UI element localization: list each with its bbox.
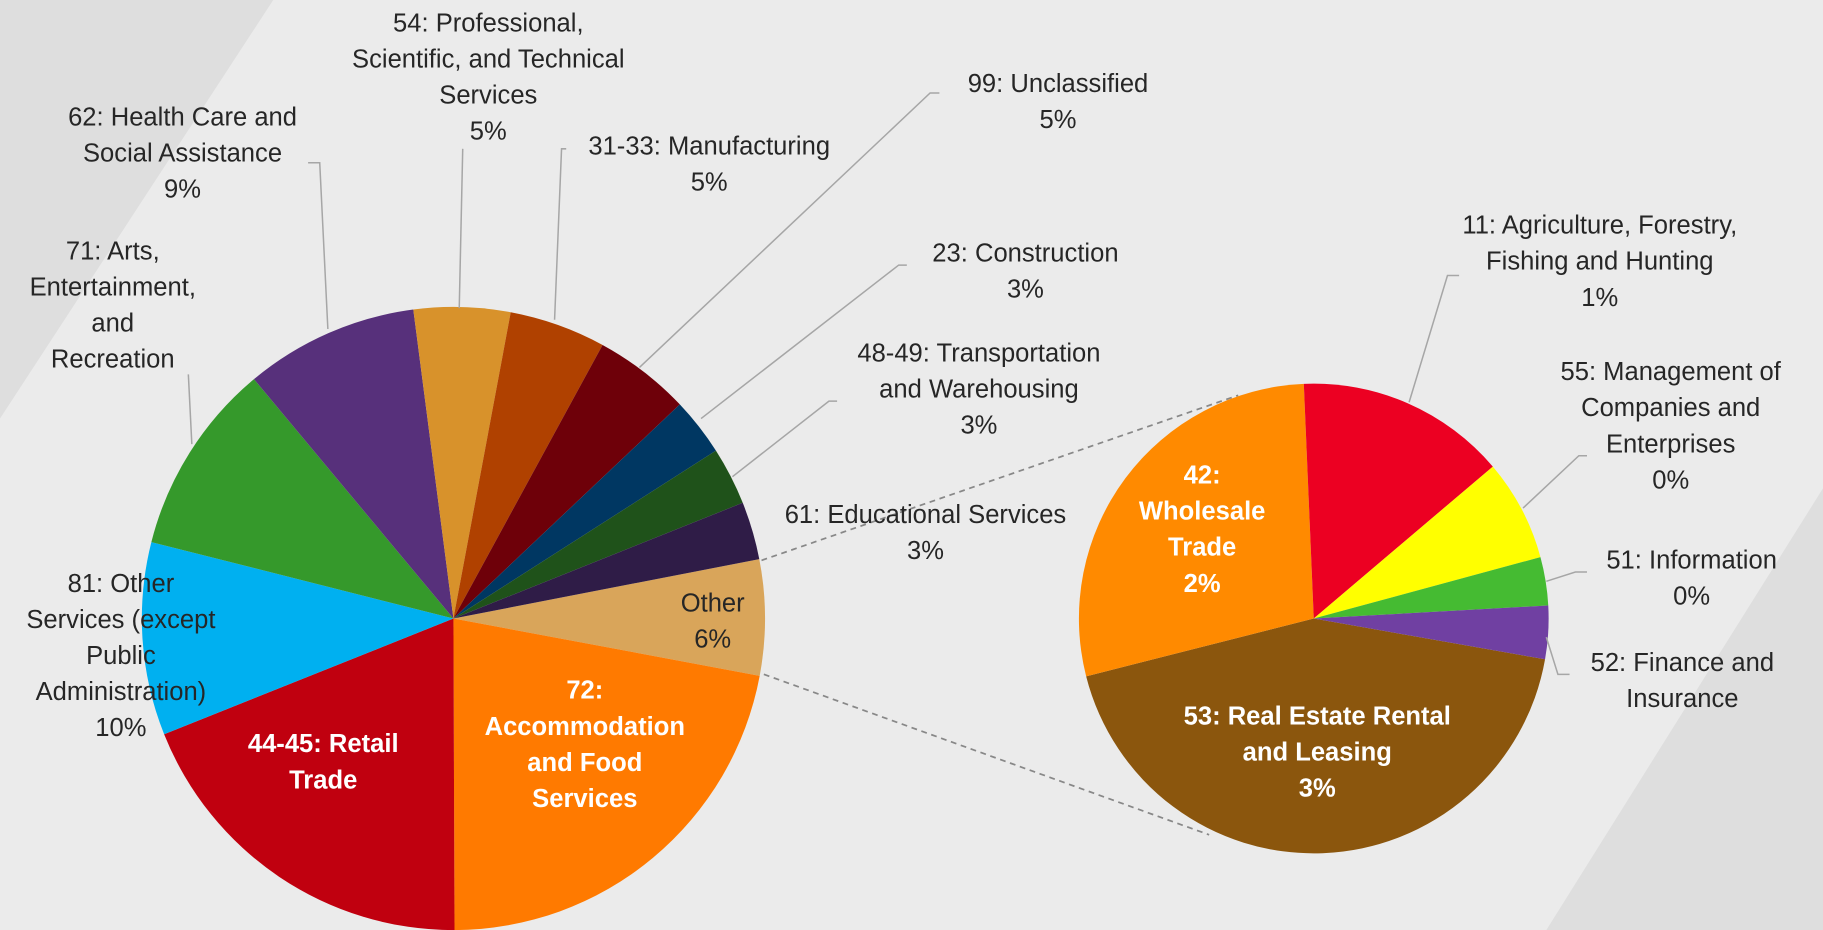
pie-slice bbox=[141, 542, 454, 735]
slice-label: 71: Arts, Entertainment, and Recreation bbox=[30, 233, 196, 377]
slice-label: 42: Wholesale Trade 2% bbox=[1139, 457, 1266, 601]
leader-line bbox=[458, 148, 464, 309]
pie-slice bbox=[1313, 557, 1549, 619]
leader-line bbox=[1545, 636, 1570, 676]
slice-label: 61: Educational Services 3% bbox=[785, 496, 1067, 568]
pie-slice bbox=[413, 306, 511, 619]
slice-category: 62: Health Care and Social Assistance bbox=[68, 102, 297, 168]
leader-line bbox=[1522, 454, 1587, 509]
slice-category: 81: Other Services (except Public Admini… bbox=[26, 568, 216, 706]
pie-slice bbox=[453, 559, 766, 676]
slice-percent: 1% bbox=[1581, 282, 1619, 312]
connector-line bbox=[763, 673, 1210, 836]
slice-percent: 10% bbox=[95, 712, 147, 742]
slice-percent: 5% bbox=[469, 116, 507, 146]
slice-label: 23: Construction 3% bbox=[932, 235, 1118, 307]
slice-category: 44-45: Retail Trade bbox=[247, 728, 399, 795]
leader-line bbox=[308, 162, 329, 330]
slice-label: 54: Professional, Scientific, and Techni… bbox=[352, 5, 625, 149]
slice-percent: 0% bbox=[1673, 581, 1711, 611]
slice-percent: 9% bbox=[164, 174, 202, 204]
slice-label: 99: Unclassified 5% bbox=[968, 65, 1149, 137]
pie-slice bbox=[1078, 383, 1314, 677]
slice-label: 53: Real Estate Rental and Leasing 3% bbox=[1184, 698, 1451, 806]
slice-percent: 2% bbox=[1183, 568, 1221, 598]
slice-category: 53: Real Estate Rental and Leasing bbox=[1183, 701, 1451, 767]
pie-slice bbox=[1086, 618, 1546, 854]
slice-percent: 3% bbox=[906, 535, 944, 566]
slice-label: Other 6% bbox=[681, 585, 745, 657]
slice-category: 61: Educational Services bbox=[784, 499, 1067, 529]
pie-slice bbox=[453, 450, 743, 619]
slice-label: 48-49: Transportation and Warehousing 3% bbox=[857, 335, 1100, 443]
leader-line bbox=[1408, 274, 1460, 403]
slice-label: 51: Information 0% bbox=[1606, 542, 1777, 614]
slice-label: 81: Other Services (except Public Admini… bbox=[26, 565, 215, 745]
pie-slice bbox=[1313, 605, 1549, 660]
slice-category: 31-33: Manufacturing bbox=[588, 131, 831, 161]
pie-slice bbox=[253, 309, 454, 619]
pie-slice bbox=[453, 618, 760, 930]
slice-percent: 5% bbox=[690, 167, 728, 197]
leader-line bbox=[553, 148, 567, 320]
pie-slice bbox=[453, 404, 716, 619]
slice-label: 31-33: Manufacturing 5% bbox=[588, 128, 830, 200]
slice-category: 71: Arts, Entertainment, and Recreation bbox=[29, 236, 196, 374]
slice-label: 62: Health Care and Social Assistance 9% bbox=[68, 99, 297, 207]
leader-line bbox=[700, 264, 907, 420]
slice-category: 51: Information bbox=[1606, 545, 1777, 575]
slice-label: 52: Finance and Insurance bbox=[1591, 644, 1774, 716]
slice-percent: 5% bbox=[1039, 104, 1077, 134]
pie-slice bbox=[1313, 466, 1541, 619]
pie-slice bbox=[1303, 383, 1493, 619]
slice-category: 54: Professional, Scientific, and Techni… bbox=[352, 8, 625, 110]
pie-slice bbox=[453, 312, 603, 619]
pie-slice bbox=[453, 344, 680, 619]
slice-category: 55: Management of Companies and Enterpri… bbox=[1560, 356, 1781, 459]
slice-category: 23: Construction bbox=[932, 238, 1119, 268]
slice-percent: 3% bbox=[1006, 274, 1044, 304]
slice-label: 55: Management of Companies and Enterpri… bbox=[1560, 353, 1780, 497]
slice-label: 72: Accommodation and Food Services bbox=[485, 672, 685, 816]
pie-slice bbox=[164, 618, 455, 930]
pie-slice bbox=[453, 502, 760, 619]
leader-line bbox=[1546, 571, 1587, 583]
slice-percent: 0% bbox=[1652, 465, 1690, 495]
slice-category: Other bbox=[680, 588, 745, 618]
slice-category: 52: Finance and Insurance bbox=[1590, 647, 1775, 713]
pie-slice bbox=[151, 379, 454, 619]
slice-category: 48-49: Transportation and Warehousing bbox=[857, 338, 1101, 404]
slice-percent: 3% bbox=[960, 410, 998, 440]
connector-line bbox=[761, 394, 1239, 562]
leader-line bbox=[638, 92, 940, 368]
slice-category: 72: Accommodation and Food Services bbox=[484, 675, 685, 813]
slice-category: 99: Unclassified bbox=[967, 68, 1149, 98]
slice-percent: 6% bbox=[694, 624, 732, 654]
slice-label: 44-45: Retail Trade bbox=[248, 725, 399, 797]
slice-category: 11: Agriculture, Forestry, Fishing and H… bbox=[1462, 210, 1738, 276]
slice-category: 42: Wholesale Trade bbox=[1138, 460, 1266, 562]
slice-label: 11: Agriculture, Forestry, Fishing and H… bbox=[1462, 207, 1737, 315]
slice-percent: 3% bbox=[1298, 773, 1336, 803]
leader-line bbox=[731, 400, 838, 478]
background-shape bbox=[1546, 488, 1823, 930]
leader-line bbox=[187, 374, 193, 445]
